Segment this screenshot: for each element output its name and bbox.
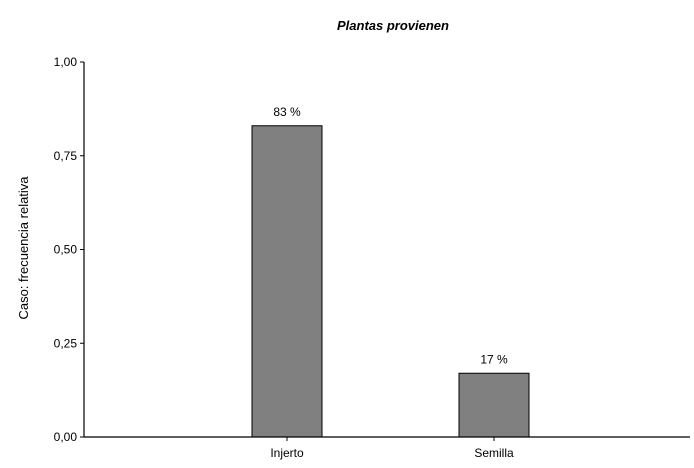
chart-title: Plantas provienen: [337, 18, 449, 33]
axes-layer: Injerto Semilla 0,00 0,25 0,50 0,75 1,00: [54, 55, 690, 460]
data-labels-layer: 83 % 17 %: [273, 105, 508, 367]
y-tick-label: 0,50: [54, 243, 78, 257]
y-tick-label: 0,75: [54, 149, 78, 163]
x-tick-label-semilla: Semilla: [474, 446, 514, 460]
bars-layer: [251, 125, 530, 438]
y-tick-label: 1,00: [54, 55, 78, 69]
bar-semilla: [458, 372, 530, 438]
y-tick-label: 0,25: [54, 336, 78, 350]
y-tick-label: 0,00: [54, 430, 78, 444]
data-label-injerto: 83 %: [273, 105, 301, 119]
x-tick-label-injerto: Injerto: [270, 446, 304, 460]
y-axis-label: Caso: frecuencia relativa: [16, 176, 31, 320]
bar-injerto: [251, 125, 323, 438]
data-label-semilla: 17 %: [480, 352, 508, 366]
